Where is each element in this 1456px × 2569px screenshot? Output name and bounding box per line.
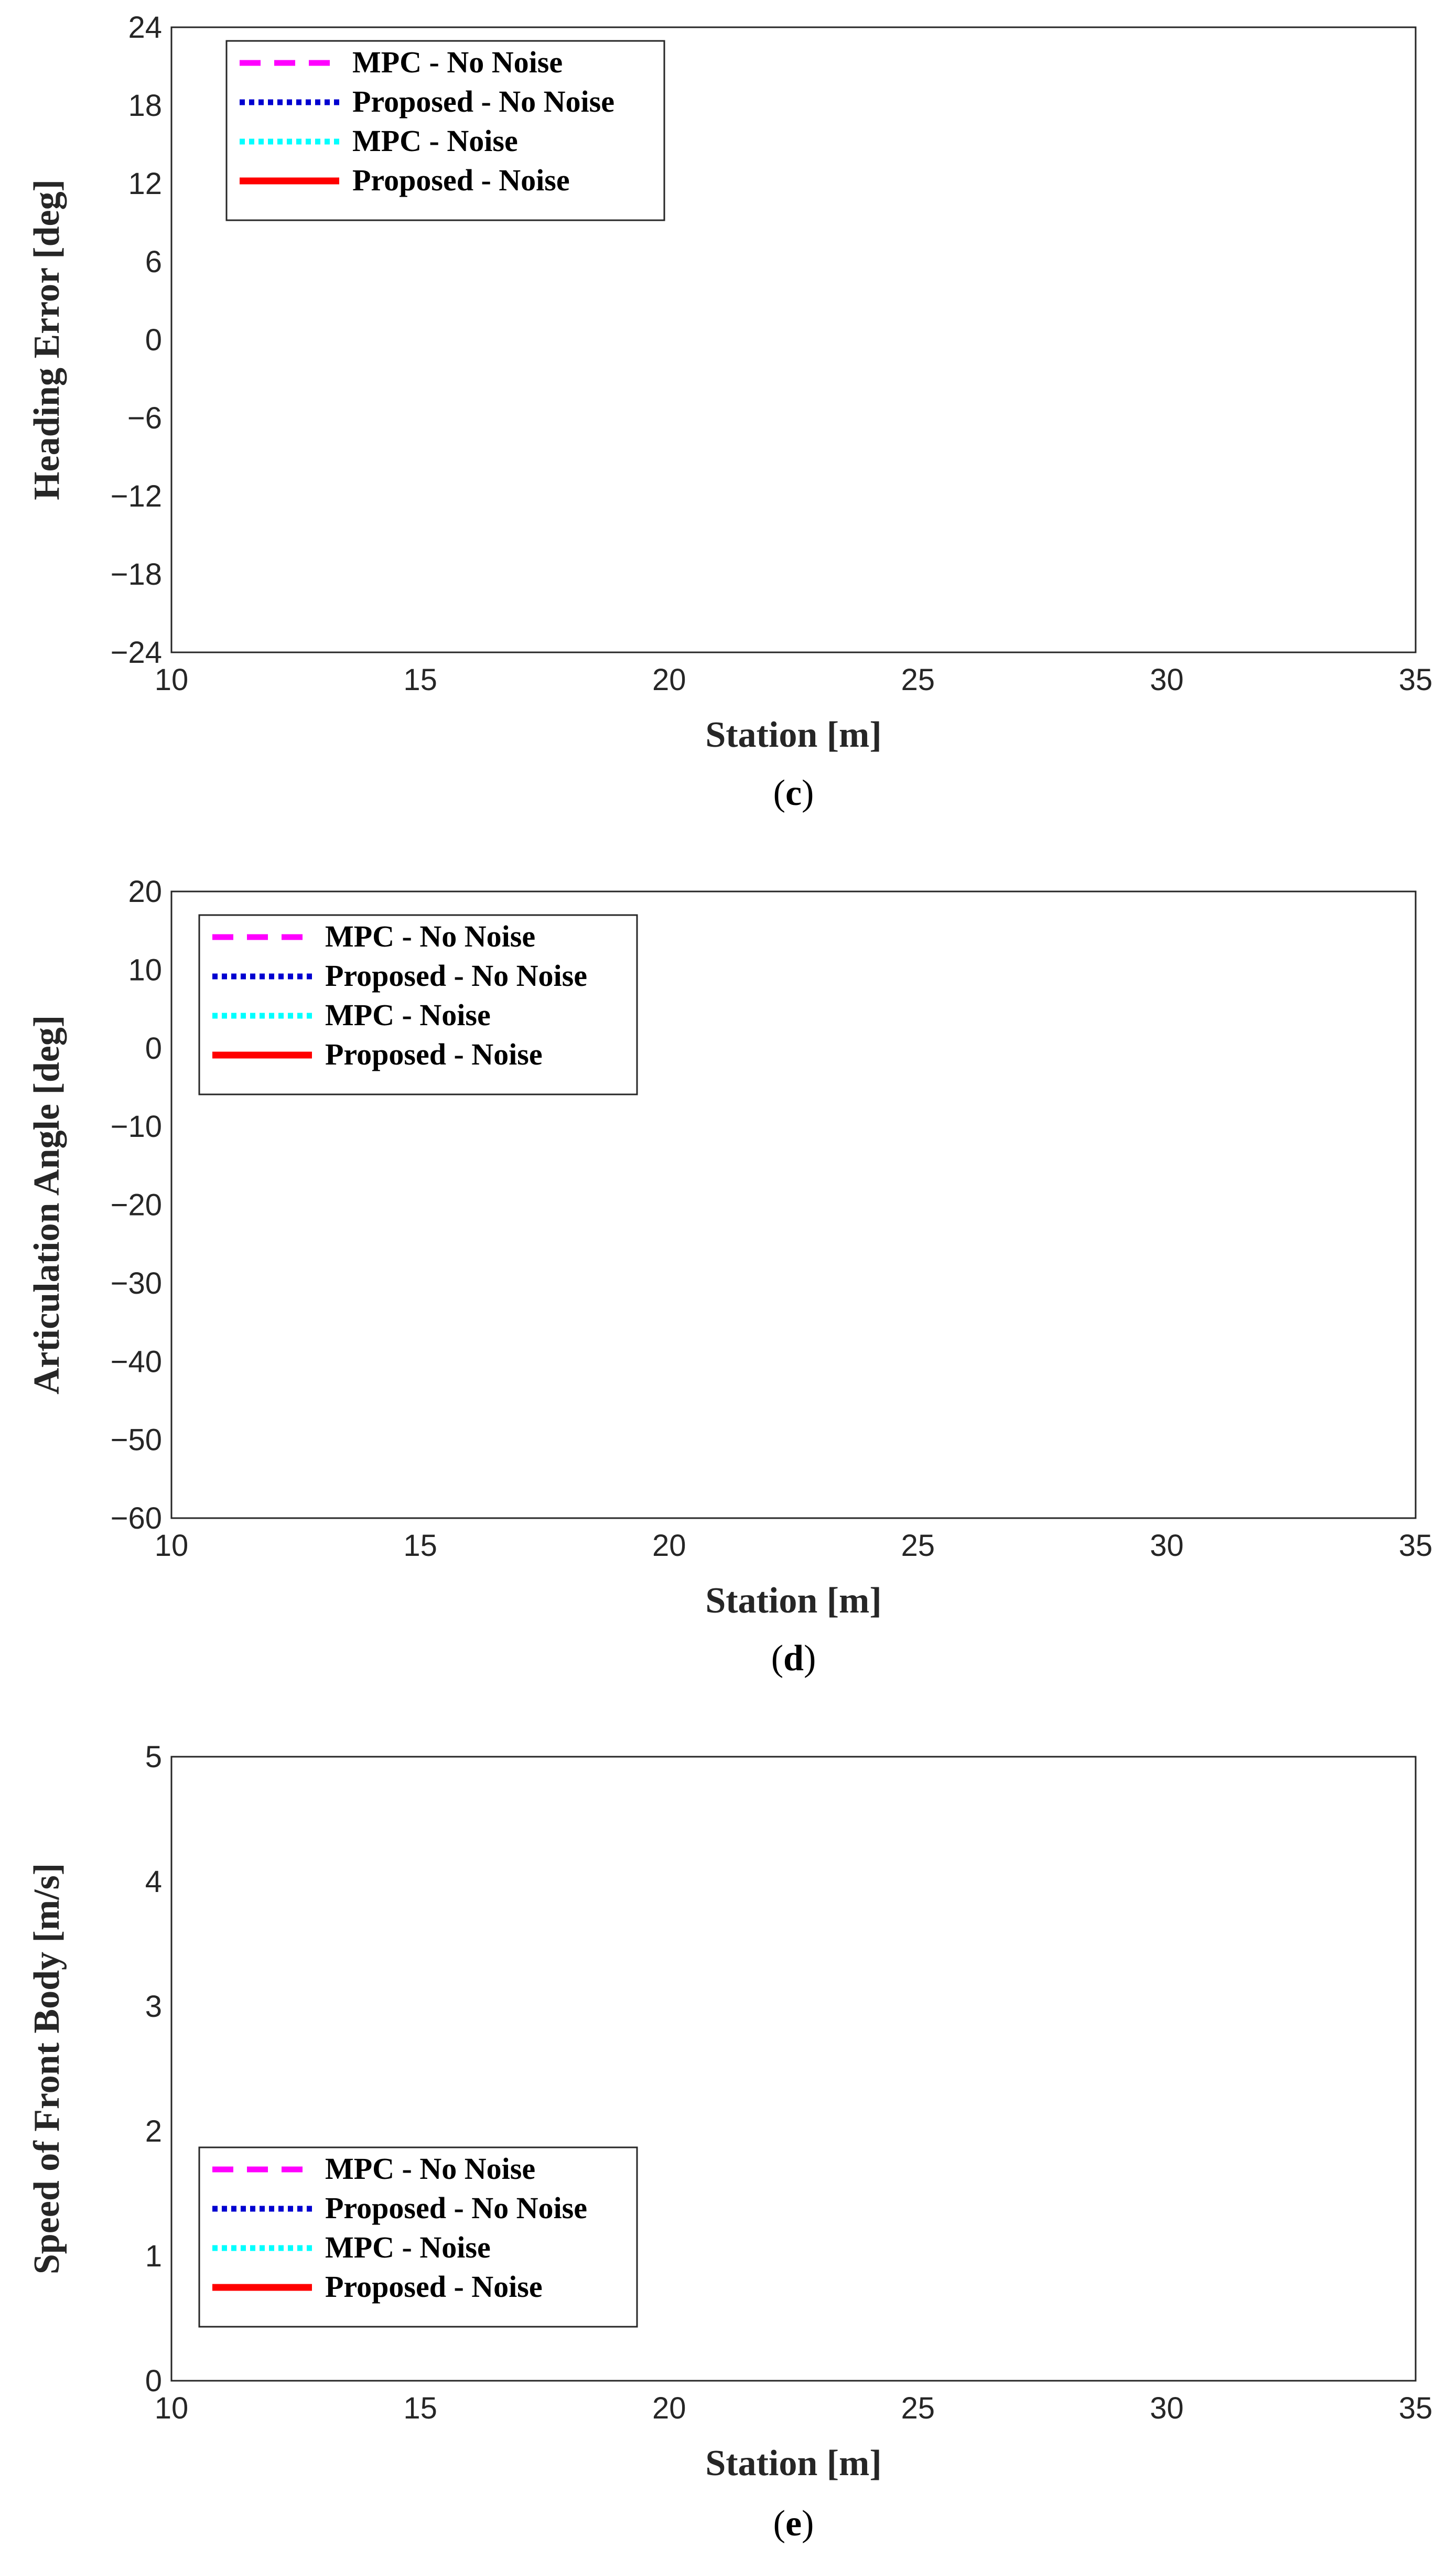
legend-label: MPC - Noise — [352, 124, 518, 158]
y-tick-label: 0 — [145, 1031, 162, 1066]
x-tick-label: 10 — [155, 2391, 189, 2425]
panel-d: 10 15 20 25 30 35 −60 −50 −40 −30 −20 −10 0 10 20 MPC -… — [27, 875, 1432, 1679]
legend-label: Proposed - Noise — [325, 2270, 543, 2304]
x-tick-label: 35 — [1399, 663, 1433, 697]
y-axis-label: Articulation Angle [deg] — [27, 1015, 67, 1394]
y-tick-label: 1 — [145, 2239, 162, 2273]
legend-label: MPC - Noise — [325, 998, 491, 1032]
y-tick-label: 10 — [128, 953, 162, 987]
y-tick-label: 6 — [145, 245, 162, 279]
legend-label: Proposed - No Noise — [325, 959, 587, 993]
x-tick-label: 30 — [1150, 1529, 1184, 1563]
x-tick-label: 30 — [1150, 2391, 1184, 2425]
y-tick-label: −6 — [127, 401, 162, 435]
x-tick-label: 20 — [652, 663, 686, 697]
panel-e: 10 15 20 25 30 35 0 1 2 3 4 5 MPC - No Noise Proposed… — [27, 1740, 1432, 2544]
y-tick-label: −10 — [111, 1110, 162, 1144]
y-tick-label: 0 — [145, 2364, 162, 2398]
legend-label: MPC - No Noise — [325, 919, 535, 953]
x-tick-label: 15 — [403, 1529, 437, 1563]
x-tick-label: 20 — [652, 2391, 686, 2425]
legend-label: Proposed - No Noise — [325, 2191, 587, 2225]
y-axis-label: Speed of Front Body [m/s] — [27, 1863, 67, 2274]
legend-label: MPC - Noise — [325, 2230, 491, 2264]
x-tick-label: 15 — [403, 2391, 437, 2425]
panel-caption: (c) — [773, 773, 814, 813]
y-tick-label: 0 — [145, 323, 162, 357]
y-tick-label: −12 — [111, 479, 162, 513]
x-tick-label: 10 — [155, 663, 189, 697]
x-tick-label: 30 — [1150, 663, 1184, 697]
legend-box — [225, 40, 665, 221]
y-tick-label: 24 — [128, 10, 162, 45]
y-tick-label: 12 — [128, 167, 162, 201]
y-tick-label: 4 — [145, 1865, 162, 1899]
legend-box — [198, 914, 638, 1095]
y-tick-label: −40 — [111, 1345, 162, 1379]
x-axis-label: Station [m] — [705, 1581, 881, 1621]
y-tick-label: 2 — [145, 2114, 162, 2148]
y-tick-label: −30 — [111, 1266, 162, 1300]
x-tick-label: 35 — [1399, 1529, 1433, 1563]
legend-label: Proposed - Noise — [352, 163, 570, 197]
x-tick-label: 25 — [901, 2391, 935, 2425]
y-tick-label: 5 — [145, 1740, 162, 1774]
y-tick-label: 18 — [128, 89, 162, 123]
y-tick-label: −60 — [111, 1501, 162, 1535]
x-tick-label: 10 — [155, 1529, 189, 1563]
y-tick-label: −20 — [111, 1188, 162, 1222]
y-tick-label: −50 — [111, 1423, 162, 1457]
legend: MPC - No Noise Proposed - No Noise MPC - N… — [198, 914, 638, 1095]
x-tick-label: 25 — [901, 1529, 935, 1563]
legend-label: Proposed - Noise — [325, 1037, 543, 1071]
legend-label: MPC - No Noise — [325, 2152, 535, 2186]
legend: MPC - No Noise Proposed - No Noise MPC - N… — [198, 2146, 638, 2328]
x-axis-label: Station [m] — [705, 715, 881, 755]
panel-caption: (d) — [771, 1638, 816, 1679]
x-tick-label: 20 — [652, 1529, 686, 1563]
y-tick-label: 20 — [128, 875, 162, 909]
legend-label: Proposed - No Noise — [352, 84, 614, 119]
y-tick-label: −18 — [111, 557, 162, 592]
y-tick-label: 3 — [145, 1990, 162, 2024]
x-axis-label: Station [m] — [705, 2443, 881, 2484]
legend-label: MPC - No Noise — [352, 45, 563, 79]
y-tick-label: −24 — [111, 636, 162, 670]
legend-box — [198, 2146, 638, 2328]
x-tick-label: 15 — [403, 663, 437, 697]
panel-c: 10 15 20 25 30 35 −24 −18 −12 −6 0 6 12 18 24 MPC - No … — [27, 10, 1432, 813]
x-tick-label: 25 — [901, 663, 935, 697]
y-axis-label: Heading Error [deg] — [27, 179, 67, 500]
x-tick-label: 35 — [1399, 2391, 1433, 2425]
legend: MPC - No Noise Proposed - No Noise MPC - N… — [225, 40, 665, 221]
panel-caption: (e) — [773, 2503, 814, 2544]
